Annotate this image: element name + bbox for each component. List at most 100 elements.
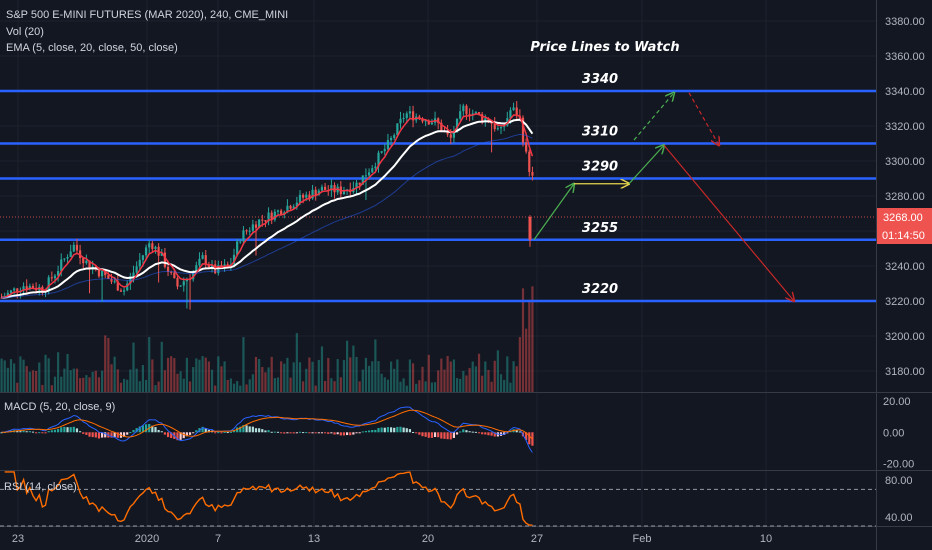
volume-bar	[418, 380, 421, 392]
volume-bar	[333, 381, 336, 392]
candle-body	[273, 211, 276, 220]
macd-histogram-bar	[383, 427, 386, 433]
candle-body	[69, 251, 72, 258]
candle-body	[144, 247, 148, 256]
macd-line	[1, 406, 533, 453]
volume-bar	[443, 369, 446, 392]
macd-histogram-bar	[465, 430, 468, 433]
volume-bar	[270, 356, 273, 392]
macd-histogram-bar	[474, 431, 477, 433]
volume-bar	[126, 379, 129, 392]
macd-histogram-bar	[459, 431, 462, 433]
candle-body	[452, 132, 455, 138]
volume-bar	[355, 356, 358, 392]
candle-body	[490, 122, 493, 124]
macd-histogram-bar	[94, 432, 97, 438]
macd-histogram-bar	[396, 426, 399, 433]
macd-histogram-bar	[477, 432, 481, 434]
volume-bar	[173, 358, 176, 392]
candle-body	[104, 271, 107, 276]
macd-histogram-bar	[415, 432, 418, 434]
candle-body	[242, 230, 245, 242]
projection-arrows	[533, 93, 794, 301]
volume-bar	[440, 358, 443, 392]
volume-bar	[60, 376, 63, 392]
volume-bar	[242, 337, 245, 392]
volume-bar	[276, 377, 280, 392]
volume-bar	[396, 359, 399, 392]
macd-histogram-bar	[258, 428, 261, 433]
macd-histogram-bar	[490, 432, 493, 436]
macd-histogram-bar	[232, 430, 236, 433]
macd-histogram-bar	[229, 431, 232, 433]
volume-bar	[176, 373, 179, 392]
candle-body	[135, 266, 138, 273]
candle-body	[320, 186, 324, 191]
ema-lines	[1, 113, 534, 299]
macd-histogram-bar	[374, 429, 377, 433]
candle-body	[286, 205, 289, 213]
macd-histogram-bar	[154, 427, 157, 433]
candle-body	[386, 140, 390, 150]
candle-body	[298, 194, 302, 203]
candle-body	[75, 244, 79, 251]
volume-bar	[258, 359, 261, 392]
macd-histogram-bar	[157, 429, 160, 433]
volume-bar	[220, 366, 223, 392]
volume-bar	[239, 385, 242, 392]
candle-body	[182, 281, 185, 286]
volume-bar	[66, 354, 69, 392]
axes: 3380.00 3360.00 3340.00 3320.00 3300.00 3280.…	[12, 16, 932, 545]
price-tick-label: 3180.00	[885, 366, 925, 378]
volume-bar	[342, 360, 346, 392]
volume-bar	[509, 382, 512, 392]
volume-bar	[217, 356, 220, 392]
volume-bar	[207, 361, 210, 392]
volume-bar	[151, 359, 154, 392]
macd-histogram-bar	[16, 430, 19, 433]
candle-body	[396, 123, 399, 136]
candle-body	[132, 272, 135, 277]
macd-histogram-bar	[320, 432, 324, 434]
macd-histogram-bar	[352, 432, 355, 435]
volume-bar	[380, 373, 383, 392]
candle-body	[239, 241, 242, 243]
volume-bar	[138, 381, 141, 392]
volume-bars	[0, 286, 534, 392]
volume-bar	[462, 371, 465, 392]
time-tick-label: 7	[215, 533, 221, 545]
volume-bar	[503, 379, 506, 392]
macd-tick-label: -20.00	[883, 459, 914, 471]
candle-body	[163, 252, 167, 267]
volume-bar	[79, 378, 82, 392]
macd-histogram-bar	[188, 432, 192, 435]
candle-body	[380, 151, 383, 153]
candle-body	[324, 186, 327, 191]
candle-body	[85, 260, 88, 264]
candle-body	[342, 191, 346, 195]
candle-body	[474, 112, 477, 114]
candle-body	[521, 117, 525, 143]
macd-histogram-bar	[75, 428, 79, 433]
volume-bar	[6, 367, 9, 392]
macd-histogram-bar	[182, 432, 185, 439]
macd-title: MACD (5, 20, close, 9)	[4, 401, 116, 413]
candle-body	[0, 297, 3, 299]
macd-histogram-bar	[116, 432, 119, 438]
candle-body	[25, 286, 28, 290]
macd-histogram-bar	[295, 432, 298, 434]
volume-bar	[38, 362, 41, 392]
volume-bar	[528, 299, 531, 392]
candle-body	[446, 131, 449, 135]
volume-bar	[3, 360, 6, 392]
macd-histogram-bar	[242, 425, 245, 433]
macd-histogram-bar	[82, 432, 85, 434]
candle-body	[72, 244, 75, 252]
candle-body	[110, 278, 113, 282]
price-tick-label: 3380.00	[885, 16, 925, 28]
volume-bar	[386, 379, 390, 392]
macd-histogram-bar	[402, 427, 405, 433]
macd-histogram-bar	[515, 430, 518, 433]
macd-histogram-bar	[283, 432, 286, 434]
macd-histogram-bar	[53, 429, 57, 433]
